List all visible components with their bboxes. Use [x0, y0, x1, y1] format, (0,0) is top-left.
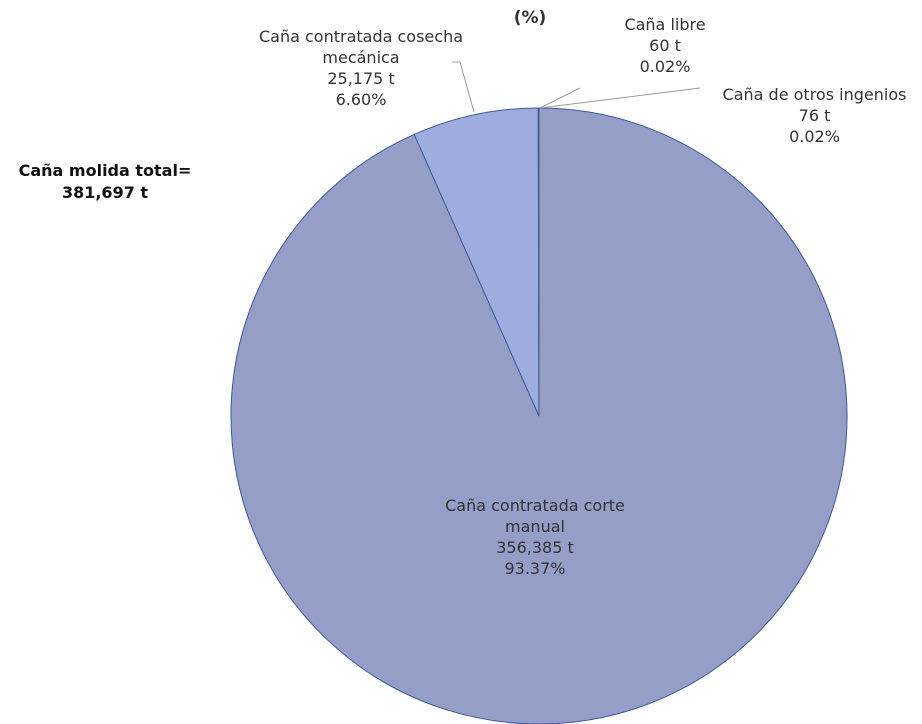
leader-line — [539, 87, 581, 109]
category-label: Caña contratada cosecha mecánica — [258, 27, 464, 67]
value-label: 25,175 t — [327, 69, 395, 88]
category-label: Caña contratada corte manual — [445, 496, 625, 536]
category-label: Caña de otros ingenios — [722, 85, 907, 104]
value-label: 0.02% — [789, 127, 840, 146]
total-label: Caña molida total= — [18, 161, 192, 180]
value-label: 60 t — [649, 36, 681, 55]
leader-line — [539, 87, 701, 109]
value-label: 6.60% — [335, 90, 387, 109]
total-value: 381,697 t — [61, 183, 149, 202]
chart-title: (%) — [513, 8, 547, 28]
data-label: Caña contratada corte manual 356,385 t 93.… — [430, 495, 640, 579]
data-label: Caña contratada cosecha mecánica 25,175 t… — [236, 26, 486, 110]
value-label: 356,385 t — [496, 538, 574, 557]
leader-line — [452, 61, 475, 113]
total-annotation: Caña molida total= 381,697 t — [0, 160, 210, 204]
pie — [230, 107, 848, 724]
category-label: Caña libre — [624, 15, 706, 34]
value-label: 0.02% — [639, 57, 691, 76]
data-label: Caña libre 60 t 0.02% — [600, 14, 730, 77]
value-label: 93.37% — [504, 559, 566, 578]
pie-slice — [413, 107, 540, 417]
data-label: Caña de otros ingenios 76 t 0.02% — [702, 84, 922, 147]
value-label: 76 t — [798, 106, 831, 125]
